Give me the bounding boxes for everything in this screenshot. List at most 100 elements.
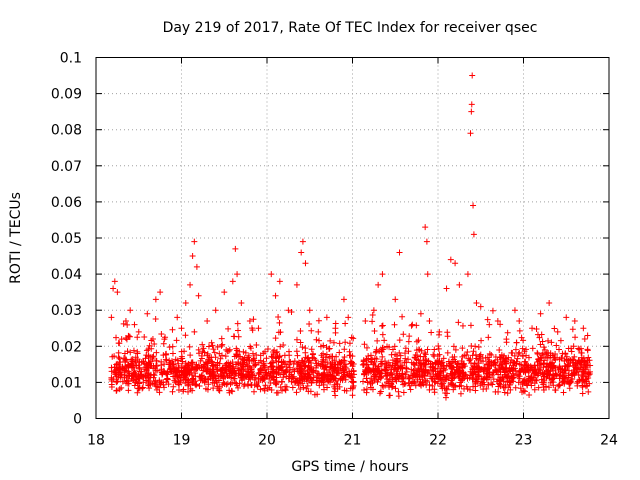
data-point bbox=[408, 372, 415, 379]
data-point bbox=[529, 345, 536, 352]
y-tick-labels: 0 0.01 0.02 0.03 0.04 0.05 0.06 0.07 0.08 0.09 0.1 bbox=[51, 51, 82, 428]
data-point bbox=[193, 381, 200, 388]
data-point bbox=[272, 355, 279, 362]
data-point bbox=[485, 374, 492, 381]
data-point bbox=[321, 362, 328, 369]
data-point bbox=[174, 314, 181, 321]
grid-lines bbox=[96, 57, 609, 419]
data-point bbox=[313, 336, 320, 343]
data-point bbox=[405, 348, 412, 355]
data-point bbox=[537, 355, 544, 362]
data-point bbox=[187, 281, 194, 288]
data-point bbox=[494, 356, 501, 363]
data-point bbox=[482, 354, 489, 361]
data-point bbox=[438, 381, 445, 388]
data-point bbox=[412, 351, 419, 358]
data-point bbox=[386, 392, 393, 399]
data-point bbox=[562, 370, 569, 377]
data-point bbox=[108, 314, 115, 321]
data-point bbox=[327, 337, 334, 344]
data-point bbox=[456, 383, 463, 390]
data-point bbox=[287, 359, 294, 366]
data-point bbox=[502, 371, 509, 378]
data-point bbox=[217, 373, 224, 380]
y-tick-label: 0.07 bbox=[51, 159, 82, 175]
data-point bbox=[423, 382, 430, 389]
data-point bbox=[122, 367, 129, 374]
data-point bbox=[263, 355, 270, 362]
data-point bbox=[547, 363, 554, 370]
data-point bbox=[241, 381, 248, 388]
data-point bbox=[130, 347, 137, 354]
data-point bbox=[411, 367, 418, 374]
data-point bbox=[456, 281, 463, 288]
data-point bbox=[368, 375, 375, 382]
data-point bbox=[148, 337, 155, 344]
data-point bbox=[176, 369, 183, 376]
data-point bbox=[484, 365, 491, 372]
axis-ticks bbox=[95, 57, 610, 419]
data-point bbox=[277, 371, 284, 378]
data-point bbox=[534, 351, 541, 358]
data-point bbox=[582, 366, 589, 373]
data-point bbox=[580, 325, 587, 332]
data-point bbox=[248, 368, 255, 375]
data-point bbox=[503, 374, 510, 381]
data-point bbox=[211, 380, 218, 387]
data-point bbox=[334, 369, 341, 376]
data-point bbox=[510, 362, 517, 369]
data-point bbox=[255, 325, 262, 332]
data-point bbox=[249, 327, 256, 334]
data-point bbox=[556, 381, 563, 388]
data-point bbox=[545, 384, 552, 391]
data-point bbox=[265, 366, 272, 373]
data-point bbox=[521, 348, 528, 355]
data-point bbox=[346, 352, 353, 359]
data-point bbox=[405, 356, 412, 363]
data-point bbox=[495, 371, 502, 378]
y-tick-label: 0.04 bbox=[51, 267, 82, 283]
data-point bbox=[140, 358, 147, 365]
data-point bbox=[196, 383, 203, 390]
data-point bbox=[489, 381, 496, 388]
data-point bbox=[585, 354, 592, 361]
data-point bbox=[145, 346, 152, 353]
data-point bbox=[372, 372, 379, 379]
y-tick-label: 0.02 bbox=[51, 339, 82, 355]
data-point bbox=[410, 361, 417, 368]
data-point bbox=[428, 329, 435, 336]
data-point bbox=[483, 370, 490, 377]
data-point bbox=[430, 366, 437, 373]
data-point bbox=[222, 353, 229, 360]
data-point bbox=[293, 336, 300, 343]
data-point bbox=[473, 376, 480, 383]
data-point bbox=[516, 327, 523, 334]
data-point bbox=[348, 359, 355, 366]
data-point bbox=[392, 296, 399, 303]
data-point bbox=[134, 348, 141, 355]
data-point bbox=[178, 348, 185, 355]
data-point bbox=[529, 366, 536, 373]
data-point bbox=[194, 365, 201, 372]
data-point bbox=[379, 353, 386, 360]
data-point bbox=[156, 389, 163, 396]
data-point bbox=[264, 345, 271, 352]
data-point bbox=[513, 339, 520, 346]
data-point bbox=[238, 375, 245, 382]
data-point bbox=[452, 260, 459, 267]
data-point bbox=[370, 307, 377, 314]
data-point bbox=[388, 380, 395, 387]
data-point bbox=[331, 388, 338, 395]
data-point bbox=[150, 371, 157, 378]
data-point bbox=[235, 353, 242, 360]
data-point bbox=[477, 303, 484, 310]
data-point bbox=[269, 374, 276, 381]
data-point bbox=[118, 336, 125, 343]
data-point bbox=[312, 364, 319, 371]
data-point bbox=[154, 367, 161, 374]
data-point bbox=[326, 345, 333, 352]
data-point bbox=[297, 327, 304, 334]
data-point bbox=[247, 343, 254, 350]
x-axis-label: GPS time / hours bbox=[291, 459, 408, 475]
data-point bbox=[283, 383, 290, 390]
